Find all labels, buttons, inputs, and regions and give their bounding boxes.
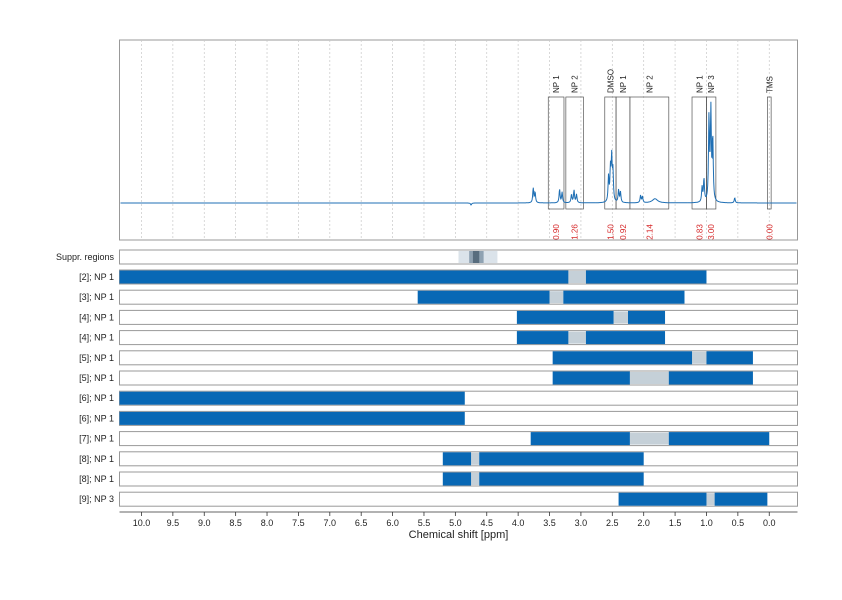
region-bar-segment <box>516 310 614 324</box>
integration-region-label: NP 1 <box>552 75 561 93</box>
integral-value-label: 3.00 <box>707 224 716 240</box>
region-bar-segment <box>442 472 472 486</box>
region-bar-segment <box>714 492 768 506</box>
region-row-label: [4]; NP 1 <box>79 312 114 322</box>
region-bar-segment <box>668 432 770 446</box>
region-bar-segment <box>417 290 550 304</box>
integration-region-label: NP 1 <box>695 75 704 93</box>
x-axis-tick-label: 8.5 <box>229 518 242 528</box>
region-row-label: [4]; NP 1 <box>79 333 114 343</box>
region-gap-bar <box>629 432 669 445</box>
region-bar-segment <box>516 331 569 345</box>
spectrum-trace <box>120 101 797 206</box>
region-row-label: [5]; NP 1 <box>79 353 114 363</box>
region-row-label: [2]; NP 1 <box>79 272 114 282</box>
region-bar-segment <box>119 391 465 405</box>
region-gap-bar <box>568 331 586 344</box>
region-bar-segment <box>119 411 465 425</box>
integration-region-label: NP 2 <box>571 75 580 93</box>
x-axis-tick-label: 5.0 <box>449 518 462 528</box>
x-axis-tick-label: 4.0 <box>512 518 525 528</box>
region-gap-bar <box>568 271 586 283</box>
region-bar-segment <box>530 432 630 446</box>
region-row-label: [8]; NP 1 <box>79 454 114 464</box>
region-row-label: [7]; NP 1 <box>79 434 114 444</box>
integration-region-box <box>547 96 565 210</box>
x-axis-tick-label: 8.0 <box>261 518 274 528</box>
x-axis-tick-label: 0.5 <box>732 518 745 528</box>
region-row-label: [6]; NP 1 <box>79 393 114 403</box>
x-axis-tick-label: 4.5 <box>480 518 493 528</box>
region-bar-segment <box>119 270 569 284</box>
integral-value-label: 0.90 <box>552 224 561 240</box>
suppressed-region-dark <box>472 251 480 263</box>
region-gap-bar <box>706 493 715 506</box>
region-gap-bar <box>629 372 669 384</box>
integration-region-label: DMSO <box>606 69 615 93</box>
region-gap-bar <box>692 351 707 364</box>
region-bar-segment <box>706 351 753 365</box>
region-gap-bar <box>471 473 480 485</box>
x-axis-tick-label: 6.0 <box>386 518 399 528</box>
integral-value-label: 1.50 <box>606 224 615 240</box>
integration-region-label: NP 2 <box>645 75 654 93</box>
integration-region-box <box>629 96 670 210</box>
region-bar-segment <box>479 452 644 466</box>
spectrum-frame <box>119 39 798 241</box>
integration-region-label: TMS <box>765 76 774 93</box>
integral-value-label: 1.26 <box>571 224 580 240</box>
region-bar-segment <box>628 310 666 324</box>
integration-region-label: NP 3 <box>707 75 716 93</box>
region-bar-segment <box>585 270 707 284</box>
x-axis-tick-label: 10.0 <box>133 518 151 528</box>
integration-region-box <box>706 96 717 210</box>
integral-value-label: 0.92 <box>619 224 628 240</box>
integral-value-label: 2.14 <box>645 224 654 240</box>
x-axis-title: Chemical shift [ppm] <box>409 529 509 541</box>
integral-value-label: 0.83 <box>695 224 704 240</box>
integration-region-label: NP 1 <box>619 75 628 93</box>
region-bar-segment <box>442 452 472 466</box>
region-gap-bar <box>549 291 564 304</box>
region-bar-segment <box>585 331 666 345</box>
integration-region-box <box>565 96 584 210</box>
x-axis-tick-label: 3.5 <box>543 518 556 528</box>
region-row-label: [9]; NP 3 <box>79 494 114 504</box>
region-bar-segment <box>552 351 693 365</box>
x-axis-tick-label: 1.0 <box>700 518 713 528</box>
region-row-label: [5]; NP 1 <box>79 373 114 383</box>
region-gap-bar <box>471 452 480 465</box>
x-axis-tick-label: 7.0 <box>324 518 337 528</box>
x-axis-tick-label: 5.5 <box>418 518 431 528</box>
region-bar-segment <box>479 472 644 486</box>
region-bar-segment <box>552 371 630 385</box>
x-axis-tick-label: 1.5 <box>669 518 682 528</box>
region-bar-segment <box>668 371 753 385</box>
x-axis-tick-label: 7.5 <box>292 518 305 528</box>
integration-region-box <box>767 96 772 210</box>
region-row-label: [8]; NP 1 <box>79 474 114 484</box>
region-row-label: [3]; NP 1 <box>79 292 114 302</box>
x-axis-tick-label: 9.0 <box>198 518 211 528</box>
region-bar-segment <box>563 290 685 304</box>
x-axis-tick-label: 2.5 <box>606 518 619 528</box>
suppressed-regions-label: Suppr. regions <box>56 252 115 262</box>
region-row-label: [6]; NP 1 <box>79 413 114 423</box>
region-row-frame <box>119 330 798 346</box>
x-axis-tick-label: 9.5 <box>167 518 180 528</box>
region-bar-segment <box>618 492 707 506</box>
x-axis-tick-label: 0.0 <box>763 518 776 528</box>
region-gap-bar <box>613 311 628 324</box>
x-axis-tick-label: 2.0 <box>637 518 650 528</box>
integral-value-label: 0.00 <box>765 224 774 240</box>
region-row-frame <box>119 309 798 325</box>
x-axis-tick-label: 3.0 <box>575 518 588 528</box>
x-axis-tick-label: 6.5 <box>355 518 368 528</box>
